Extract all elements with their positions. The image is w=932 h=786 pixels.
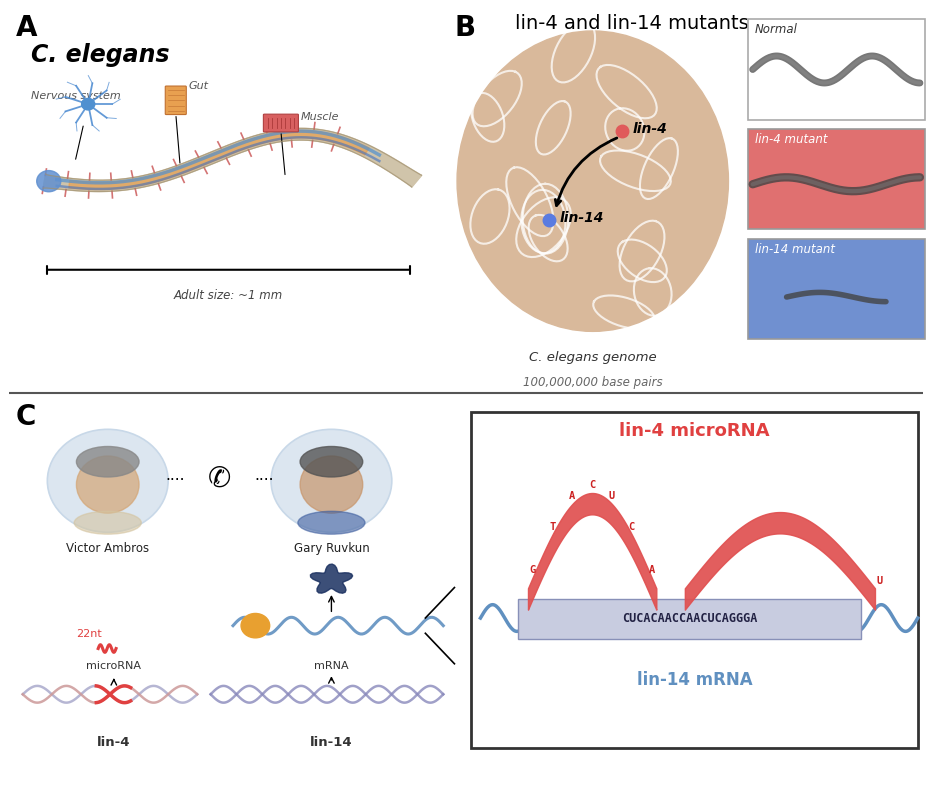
Text: lin-4: lin-4	[633, 122, 667, 136]
Text: Victor Ambros: Victor Ambros	[66, 542, 149, 555]
Text: C: C	[628, 522, 635, 531]
Circle shape	[271, 429, 391, 532]
Text: U: U	[609, 491, 615, 501]
Ellipse shape	[76, 456, 139, 513]
Polygon shape	[43, 128, 421, 192]
Text: lin-4: lin-4	[97, 736, 130, 749]
Text: 100,000,000 base pairs: 100,000,000 base pairs	[523, 376, 663, 388]
Ellipse shape	[298, 511, 365, 534]
Text: lin-14: lin-14	[310, 736, 352, 749]
Text: microRNA: microRNA	[87, 661, 142, 671]
Text: ....: ....	[165, 468, 185, 483]
Text: GAGUCCC: GAGUCCC	[758, 578, 802, 589]
Ellipse shape	[300, 446, 363, 477]
Text: mRNA: mRNA	[314, 661, 349, 671]
Text: CUCACAACCAACUCAGGGA: CUCACAACCAACUCAGGGA	[622, 612, 758, 626]
Text: A: A	[16, 13, 37, 42]
Text: A: A	[649, 564, 654, 575]
Ellipse shape	[36, 171, 61, 192]
Text: C. elegans: C. elegans	[32, 42, 170, 67]
FancyBboxPatch shape	[471, 412, 918, 747]
Text: Gut: Gut	[189, 81, 209, 91]
Text: Normal: Normal	[755, 24, 798, 36]
Polygon shape	[310, 564, 352, 593]
Text: U: U	[877, 575, 883, 586]
Text: Muscle: Muscle	[301, 112, 339, 122]
Text: lin-14: lin-14	[560, 211, 604, 225]
Text: Nervous system: Nervous system	[32, 90, 121, 101]
Text: lin-4 mutant: lin-4 mutant	[755, 133, 828, 146]
Circle shape	[82, 98, 95, 110]
Ellipse shape	[76, 446, 139, 477]
Circle shape	[48, 429, 168, 532]
Circle shape	[241, 613, 269, 638]
FancyBboxPatch shape	[747, 129, 925, 230]
Text: C: C	[16, 402, 36, 431]
Text: lin-14 mutant: lin-14 mutant	[755, 243, 835, 255]
Text: lin-14 mRNA: lin-14 mRNA	[637, 671, 752, 689]
Text: ....: ....	[254, 468, 274, 483]
Text: ✆: ✆	[208, 465, 231, 493]
Polygon shape	[69, 130, 369, 189]
FancyBboxPatch shape	[518, 599, 861, 639]
Text: C: C	[589, 480, 596, 490]
Ellipse shape	[300, 456, 363, 513]
Text: AGUGU: AGUGU	[577, 587, 608, 597]
Text: B: B	[455, 13, 475, 42]
Text: C. elegans genome: C. elegans genome	[529, 351, 656, 364]
Ellipse shape	[457, 31, 729, 332]
Polygon shape	[43, 128, 421, 192]
Text: lin-4 and lin-14 mutants: lin-4 and lin-14 mutants	[514, 13, 748, 33]
Ellipse shape	[75, 511, 142, 534]
Text: G: G	[529, 564, 536, 575]
Text: A: A	[569, 491, 575, 501]
Text: Gary Ruvkun: Gary Ruvkun	[294, 542, 369, 555]
Text: Adult size: ~1 mm: Adult size: ~1 mm	[173, 289, 283, 302]
FancyBboxPatch shape	[747, 239, 925, 339]
Text: 22nt: 22nt	[76, 629, 103, 639]
FancyBboxPatch shape	[264, 114, 298, 132]
Text: T: T	[549, 522, 555, 531]
FancyBboxPatch shape	[747, 20, 925, 119]
Text: lin-4 microRNA: lin-4 microRNA	[619, 422, 770, 439]
FancyBboxPatch shape	[165, 86, 186, 115]
